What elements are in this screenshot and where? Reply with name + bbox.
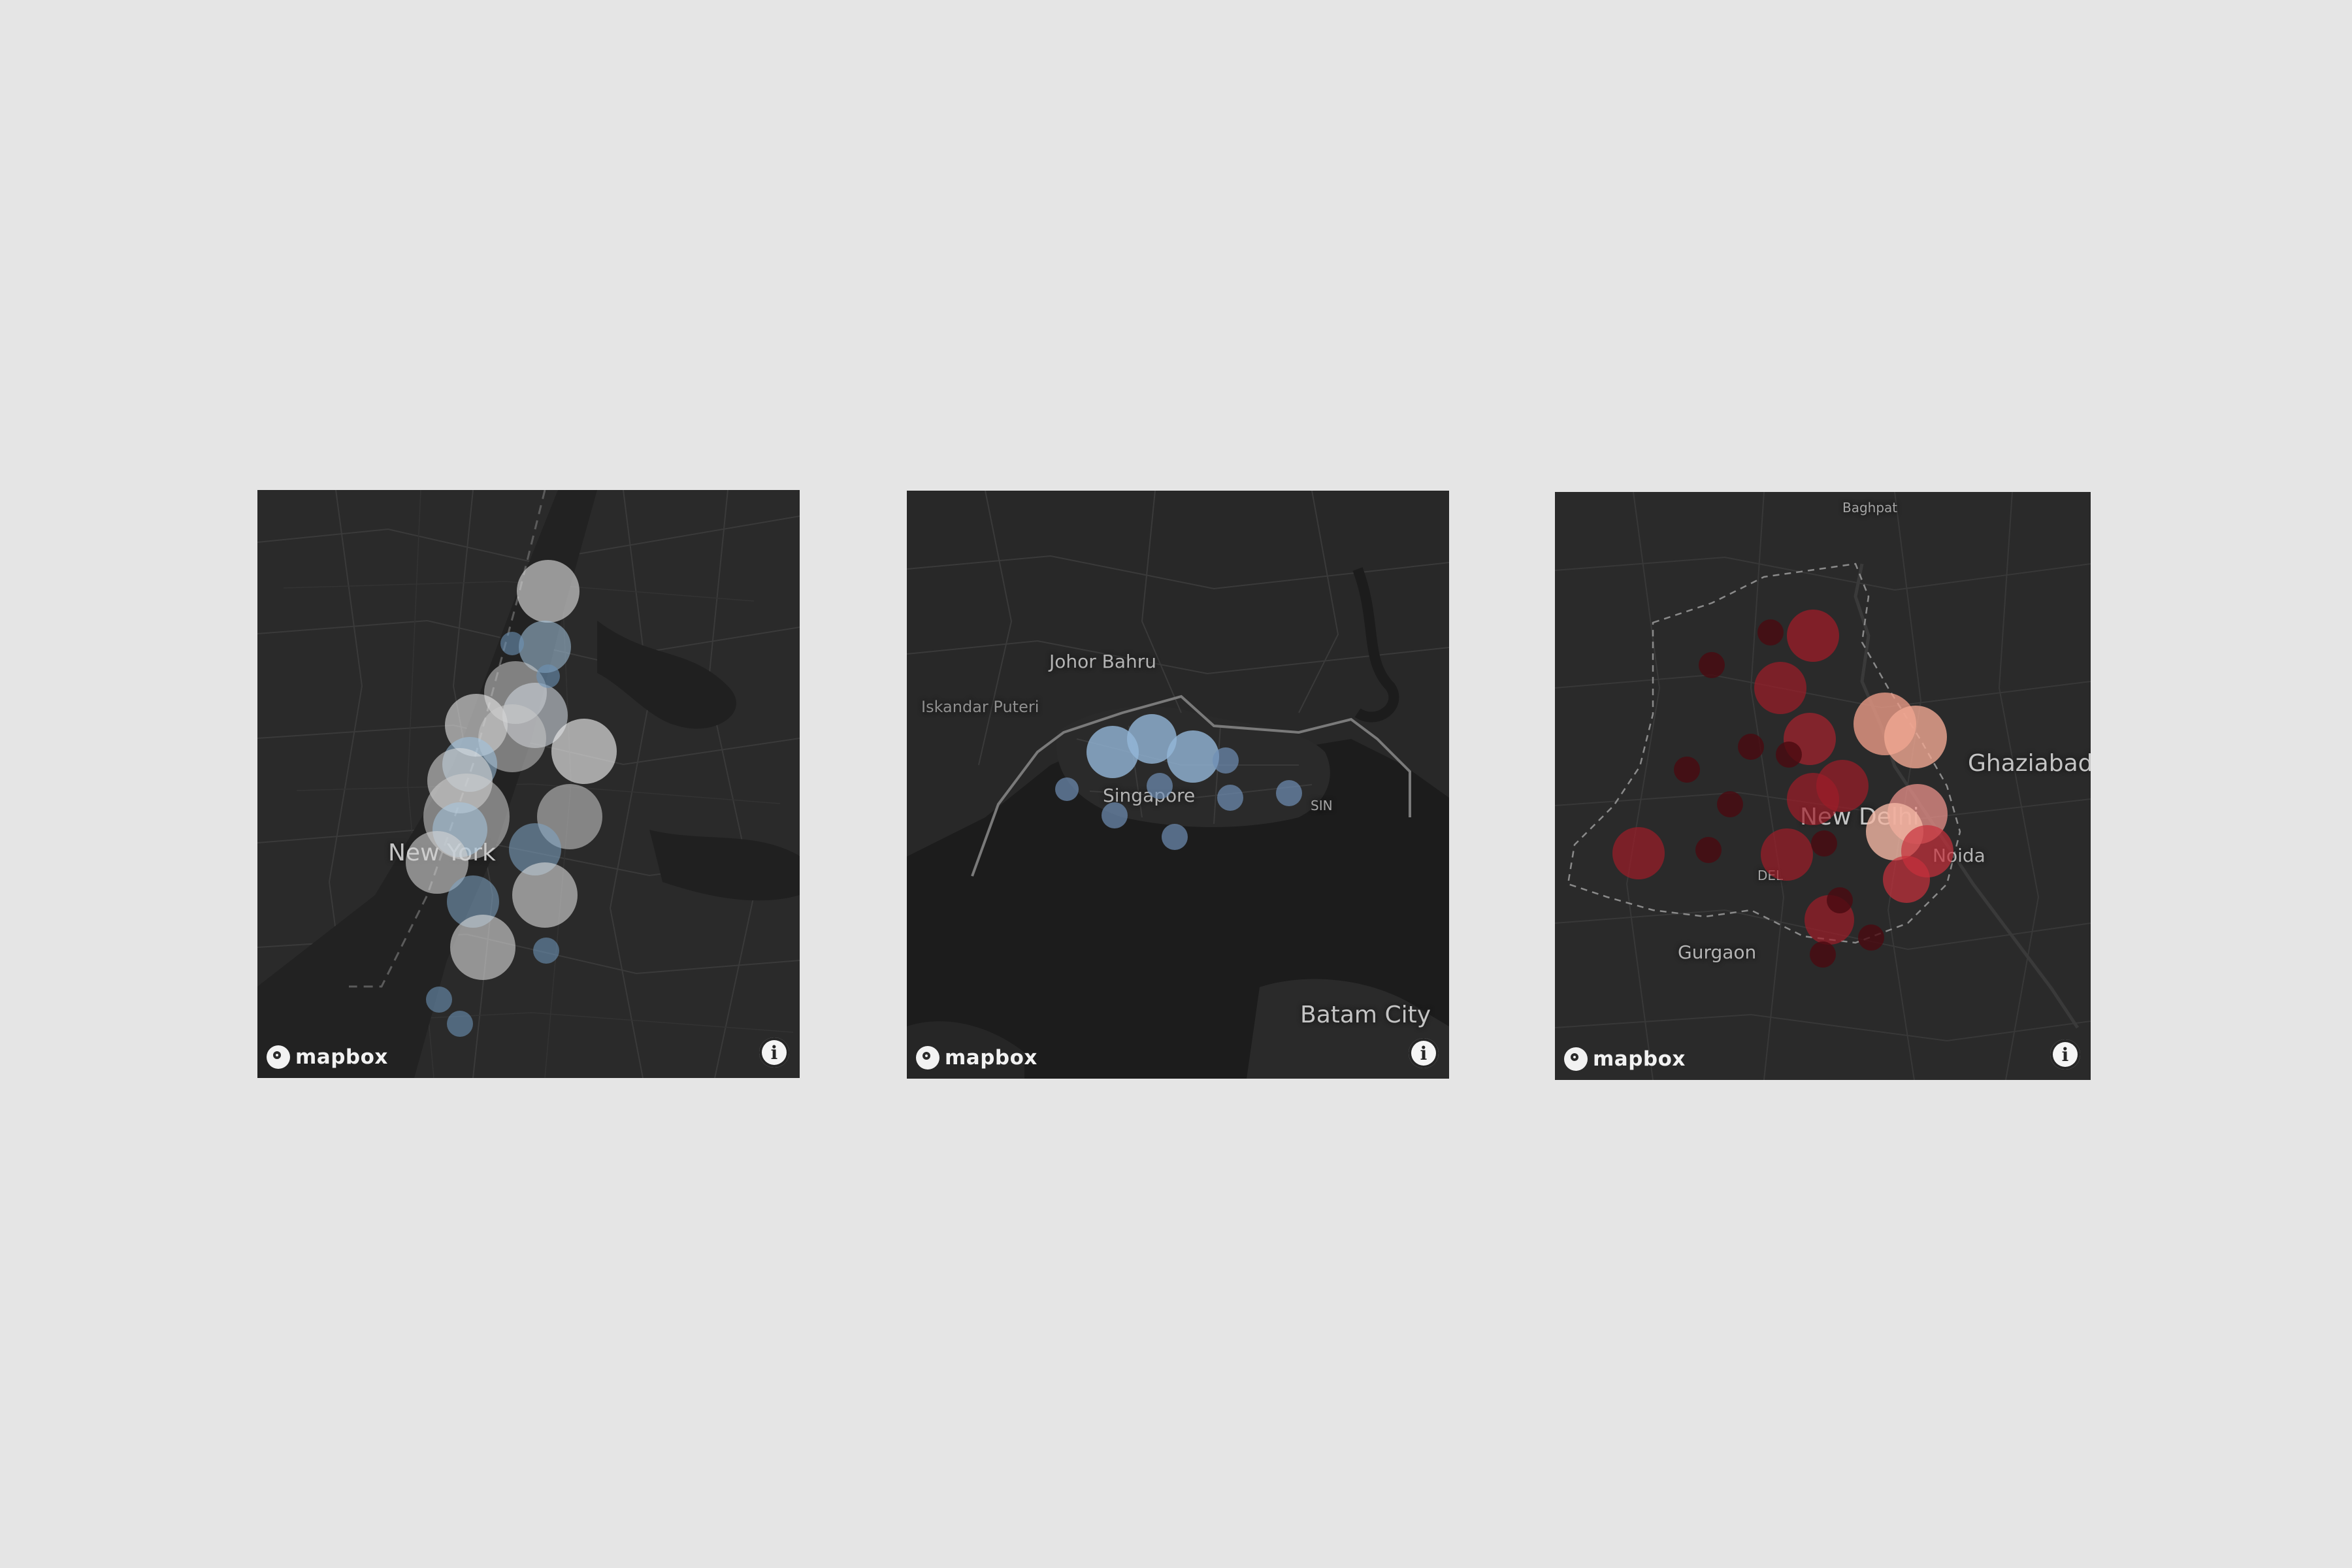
data-bubble[interactable] — [1276, 780, 1302, 806]
data-bubble[interactable] — [1674, 757, 1700, 783]
data-bubble[interactable] — [1787, 773, 1839, 825]
data-bubble[interactable] — [1695, 837, 1722, 863]
mapbox-wordmark: mapbox — [1593, 1047, 1686, 1071]
data-bubble[interactable] — [1757, 619, 1784, 645]
data-bubble[interactable] — [1699, 652, 1725, 678]
data-bubble[interactable] — [1761, 828, 1813, 881]
mapbox-attribution[interactable]: mapbox — [1564, 1047, 1686, 1071]
mapbox-logo-icon — [1564, 1047, 1588, 1071]
data-bubble[interactable] — [1754, 662, 1806, 714]
place-label: Iskandar Puteri — [921, 698, 1039, 716]
data-bubble[interactable] — [1055, 777, 1079, 801]
data-bubble[interactable] — [1213, 747, 1239, 774]
data-bubble[interactable] — [512, 862, 578, 928]
mapbox-wordmark: mapbox — [295, 1045, 388, 1069]
place-label: Gurgaon — [1678, 941, 1757, 963]
data-bubble[interactable] — [1167, 730, 1219, 783]
data-bubble[interactable] — [533, 938, 559, 964]
data-bubble[interactable] — [1884, 706, 1947, 768]
data-bubble[interactable] — [1717, 791, 1743, 817]
data-bubble[interactable] — [1811, 830, 1837, 857]
place-label: Ghaziabad — [1968, 750, 2091, 777]
place-label: Johor Bahru — [1049, 651, 1157, 672]
data-bubble[interactable] — [450, 915, 515, 980]
place-label: SIN — [1311, 798, 1333, 813]
data-bubble[interactable] — [1787, 610, 1839, 662]
data-bubble[interactable] — [1738, 734, 1764, 760]
data-bubble[interactable] — [1858, 924, 1884, 951]
mapbox-attribution[interactable]: mapbox — [916, 1046, 1037, 1070]
data-bubble[interactable] — [1810, 941, 1836, 968]
data-bubble[interactable] — [1612, 827, 1665, 879]
place-label: Baghpat — [1842, 500, 1898, 515]
info-icon[interactable]: i — [2050, 1039, 2080, 1070]
data-bubble[interactable] — [1883, 856, 1930, 903]
data-bubble[interactable] — [1217, 785, 1243, 811]
map-new-delhi[interactable]: Baghpat Ghaziabad New Delhi Noida DEL Gu… — [1555, 492, 2091, 1080]
data-bubble[interactable] — [1102, 802, 1128, 828]
mapbox-logo-icon — [267, 1045, 290, 1069]
data-bubble[interactable] — [426, 987, 452, 1013]
basemap-singapore — [907, 491, 1449, 1079]
data-bubble[interactable] — [1776, 742, 1802, 768]
place-label: Batam City — [1300, 1002, 1431, 1028]
data-bubble[interactable] — [1827, 887, 1853, 913]
data-bubble[interactable] — [500, 632, 524, 655]
info-icon[interactable]: i — [759, 1037, 789, 1068]
mapbox-attribution[interactable]: mapbox — [267, 1045, 388, 1069]
map-singapore[interactable]: Johor Bahru Iskandar Puteri Singapore SI… — [907, 491, 1449, 1079]
data-bubble[interactable] — [447, 1011, 473, 1037]
map-new-york[interactable]: New York mapbox i — [257, 490, 800, 1078]
data-bubble[interactable] — [1162, 824, 1188, 850]
data-bubble[interactable] — [1147, 773, 1173, 799]
data-bubble[interactable] — [551, 719, 617, 784]
mapbox-wordmark: mapbox — [945, 1046, 1037, 1070]
data-bubble[interactable] — [517, 560, 580, 623]
data-bubble[interactable] — [536, 664, 560, 688]
info-icon[interactable]: i — [1409, 1038, 1439, 1068]
mapbox-logo-icon — [916, 1046, 939, 1070]
